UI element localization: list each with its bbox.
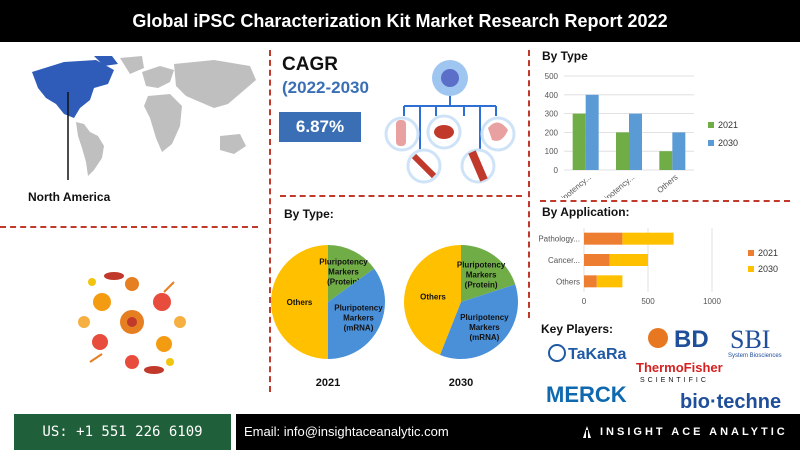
cagr-period: (2022-2030: [282, 78, 369, 97]
pie-slice-label: (mRNA): [344, 324, 374, 333]
bd-logo-icon: [648, 328, 668, 348]
key-players-logos: TaKaRa BD SBI System Biosciences ThermoF…: [546, 326, 782, 412]
app-legend-label: 2030: [758, 264, 778, 274]
pie-slice: [461, 245, 516, 302]
sbi-logo: SBI: [730, 326, 770, 354]
type-bar-chart: By Type 0 100 200 300 400 500 Pluripotency... Pl…: [542, 49, 738, 198]
type-pie-charts: OthersPluripotencyMarkers(Protein)Plurip…: [271, 245, 518, 389]
bar-y-tick-label: 500: [545, 72, 559, 81]
bar-y-tick-label: 100: [545, 147, 559, 156]
merck-logo: MERCK: [546, 382, 627, 407]
app-chart-title: By Application:: [542, 205, 630, 219]
takara-logo: TaKaRa: [568, 346, 626, 363]
app-x-tick-label: 0: [582, 297, 587, 306]
footer-phone-box: [14, 414, 231, 450]
bar-y-tick-label: 0: [554, 166, 559, 175]
pie-slice-label: Others: [287, 298, 313, 307]
world-map-icon: [32, 56, 256, 180]
bar-legend-swatch: [708, 140, 714, 146]
pie-slice-label: Others: [420, 293, 446, 302]
bar-2021: [659, 151, 673, 170]
cagr-value-box: [279, 112, 361, 142]
app-x-tick-label: 500: [641, 297, 655, 306]
app-y-tick-label: Others: [556, 277, 580, 286]
pie-year-label: 2021: [316, 377, 340, 389]
bar-legend-label: 2030: [718, 138, 738, 148]
pie-slice-label: Pluripotency: [334, 304, 383, 313]
divider-region: [0, 226, 258, 228]
app-legend-label: 2021: [758, 248, 778, 258]
bar-y-tick-label: 400: [545, 91, 559, 100]
bar-2030: [629, 113, 642, 170]
bar-x-tick-label: Pluripotency...: [592, 173, 636, 198]
footer-email[interactable]: Email: info@insightaceanalytic.com: [244, 424, 449, 439]
pie-slice: [440, 284, 518, 359]
bd-logo: BD: [674, 326, 709, 353]
key-players-title: Key Players:: [541, 322, 614, 336]
app-legend-swatch: [748, 250, 754, 256]
region-label: North America: [28, 190, 111, 204]
pie-slice-label: Markers: [469, 323, 500, 332]
divider-right: [528, 50, 530, 318]
divider-left: [269, 50, 271, 392]
bar-2021: [616, 132, 629, 170]
footer-phone[interactable]: US: +1 551 226 6109: [42, 424, 203, 440]
bar-legend-swatch: [708, 122, 714, 128]
app-x-tick-label: 1000: [703, 297, 721, 306]
pie-slice-label: Pluripotency: [460, 313, 509, 322]
bar-2021: [572, 113, 586, 170]
pie-slice-label: Pluripotency: [319, 258, 368, 267]
pie-slice-label: (mRNA): [470, 333, 500, 342]
report-title: Global iPSC Characterization Kit Market …: [132, 11, 668, 31]
cagr-value: 6.87%: [295, 117, 345, 136]
bar-y-tick-label: 300: [545, 110, 559, 119]
pie-slice-label: Markers: [466, 270, 497, 279]
pie-slice-label: Markers: [343, 314, 374, 323]
sbi-logo-subtitle: System Biosciences: [728, 353, 782, 359]
bar-x-tick-label: Pluripotency...: [549, 173, 593, 198]
divider-cagr: [280, 195, 522, 197]
thermofisher-logo: ThermoFisher: [636, 360, 723, 375]
app-bar-2030: [596, 275, 623, 288]
application-bar-chart: By Application: 0 500 1000 Pathology... Cance…: [538, 205, 778, 306]
bar-2030: [585, 94, 599, 170]
divider-bytype: [540, 200, 790, 202]
pie-slice-label: Markers: [328, 268, 359, 277]
cagr-title: CAGR: [282, 54, 338, 75]
pie-slice-label: (Protein): [327, 278, 360, 287]
bar-y-tick-label: 200: [545, 128, 559, 137]
pie-section-title: By Type:: [284, 207, 334, 221]
bar-legend-label: 2021: [718, 120, 738, 130]
header-bar: [0, 0, 800, 42]
app-bar-2021: [584, 275, 597, 288]
app-bar-2021: [584, 254, 610, 266]
pie-slice: [404, 245, 461, 355]
app-bar-2030: [622, 232, 674, 245]
bar-2030: [672, 132, 686, 170]
pie-slice: [328, 268, 385, 359]
biotechne-logo: bio·techne: [680, 391, 781, 412]
pie-slice-label: Pluripotency: [457, 260, 506, 269]
stem-cell-differentiation-icon: [384, 60, 516, 184]
insightace-logo-icon: [583, 426, 591, 438]
footer-brand: INSIGHT ACE ANALYTIC: [600, 426, 788, 438]
pie-year-label: 2030: [449, 377, 473, 389]
bar-chart-title: By Type: [542, 49, 588, 63]
pie-slice: [271, 245, 328, 359]
pie-slice: [328, 245, 375, 302]
pie-slice-label: (Protein): [465, 280, 498, 289]
app-y-tick-label: Pathology...: [538, 235, 580, 244]
takara-logo-icon: [548, 344, 566, 362]
thermofisher-logo-subtitle: SCIENTIFIC: [640, 377, 709, 384]
app-y-tick-label: Cancer...: [548, 256, 580, 265]
app-bar-2021: [584, 232, 623, 245]
bar-x-tick-label: Others: [655, 173, 679, 195]
cells-illustration-icon: [78, 272, 186, 374]
app-legend-swatch: [748, 266, 754, 272]
footer-bar: [236, 414, 800, 450]
app-bar-2030: [609, 254, 648, 266]
